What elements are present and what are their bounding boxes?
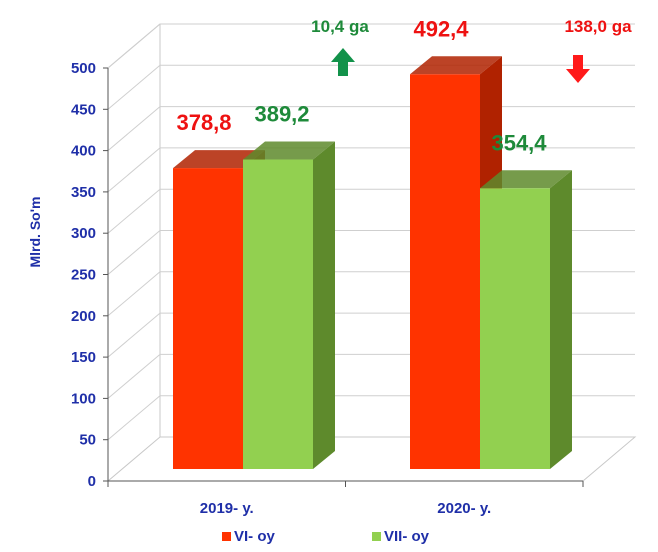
data-label: 378,8	[176, 110, 231, 135]
y-axis-label: Mlrd. So'm	[27, 197, 43, 268]
bar-top	[243, 141, 335, 160]
y-tick-label: 500	[71, 60, 96, 77]
bar-side	[313, 141, 335, 469]
bar	[480, 170, 572, 469]
arrow-down-icon	[566, 55, 590, 83]
bar-side	[550, 170, 572, 469]
legend-swatch-vii-oy	[372, 532, 381, 541]
legend: VI- oy VII- oy	[0, 528, 658, 550]
y-tick-label: 150	[71, 349, 96, 366]
x-tick-label: 2020- y.	[437, 500, 491, 517]
axes: 0 50 100 150 200 250 300 350 400 450 500 2019- y. 20…	[71, 60, 584, 517]
bar-top	[173, 150, 265, 169]
bar-front	[243, 159, 313, 469]
bars	[173, 56, 572, 470]
y-tick-label: 0	[88, 473, 96, 490]
arrow-up-icon	[331, 48, 355, 76]
legend-item-vi-oy: VI- oy	[222, 528, 275, 545]
x-tick-label: 2019- y.	[200, 500, 254, 517]
bar-top	[410, 56, 502, 75]
bar-front	[410, 74, 480, 470]
bar	[243, 141, 335, 469]
y-tick-label: 100	[71, 390, 96, 407]
y-tick-label: 50	[79, 432, 96, 449]
back-wall-outline	[107, 23, 635, 69]
bar-top	[480, 170, 572, 189]
data-label: 389,2	[254, 102, 309, 127]
annotations: 10,4 ga 138,0 ga	[311, 17, 632, 83]
bar-front	[480, 188, 550, 469]
y-tick-label: 450	[71, 101, 96, 118]
gridline	[107, 23, 635, 69]
data-label: 492,4	[413, 16, 469, 41]
y-tick-label: 350	[71, 184, 96, 201]
y-tick-label: 400	[71, 143, 96, 160]
gridline	[107, 64, 635, 110]
bar-front	[173, 168, 243, 469]
y-tick-label: 200	[71, 308, 96, 325]
annotation-label: 10,4 ga	[311, 17, 369, 36]
y-tick-label: 250	[71, 267, 96, 284]
data-labels: 378,8 492,4 389,2 354,4	[176, 16, 547, 155]
legend-label-vii-oy: VII- oy	[384, 528, 430, 545]
data-label: 354,4	[491, 130, 547, 155]
y-tick-label: 300	[71, 225, 96, 242]
annotation-label: 138,0 ga	[564, 17, 632, 36]
legend-label-vi-oy: VI- oy	[234, 528, 275, 545]
legend-swatch-vi-oy	[222, 532, 231, 541]
legend-item-vii-oy: VII- oy	[372, 528, 429, 545]
